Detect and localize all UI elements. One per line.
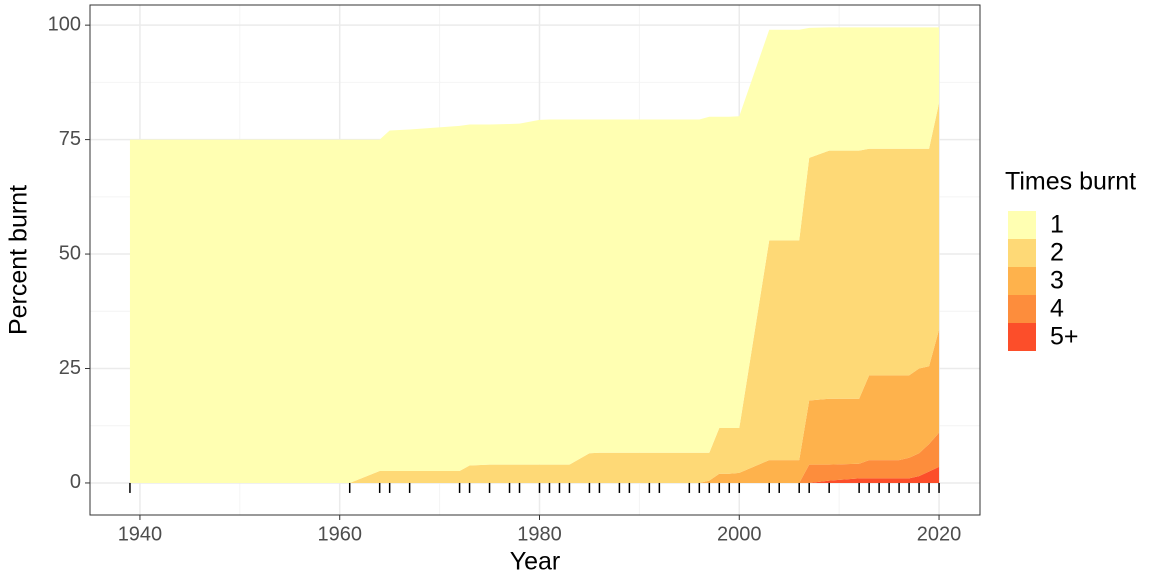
x-tick-label: 2020	[917, 523, 962, 545]
panel-border	[89, 4, 981, 516]
x-tick-label: 2000	[717, 523, 762, 545]
legend-label: 3	[1050, 267, 1064, 295]
y-tick-label: 75	[59, 128, 81, 150]
area	[129, 27, 940, 483]
y-tick-label: 100	[48, 13, 81, 35]
legend-key	[1008, 295, 1036, 323]
area	[129, 102, 940, 483]
area	[129, 466, 940, 483]
legend-label: 2	[1050, 239, 1064, 267]
legend-label: 5+	[1050, 323, 1079, 351]
area	[129, 432, 940, 483]
x-tick-label: 1960	[317, 523, 362, 545]
x-tick-label: 1980	[517, 523, 562, 545]
legend-label: 1	[1050, 211, 1064, 239]
legend-key	[1008, 267, 1036, 295]
x-axis-title: Year	[510, 548, 561, 576]
legend-key	[1008, 239, 1036, 267]
legend-key	[1008, 323, 1036, 351]
legend-key	[1008, 211, 1036, 239]
legend-title: Times burnt	[1005, 168, 1136, 196]
y-tick-label: 50	[59, 242, 81, 264]
x-tick-label: 1940	[118, 523, 163, 545]
y-tick-label: 25	[59, 357, 81, 379]
y-axis-title: Percent burnt	[5, 185, 33, 335]
legend-label: 4	[1050, 295, 1064, 323]
y-tick-label: 0	[70, 471, 81, 493]
